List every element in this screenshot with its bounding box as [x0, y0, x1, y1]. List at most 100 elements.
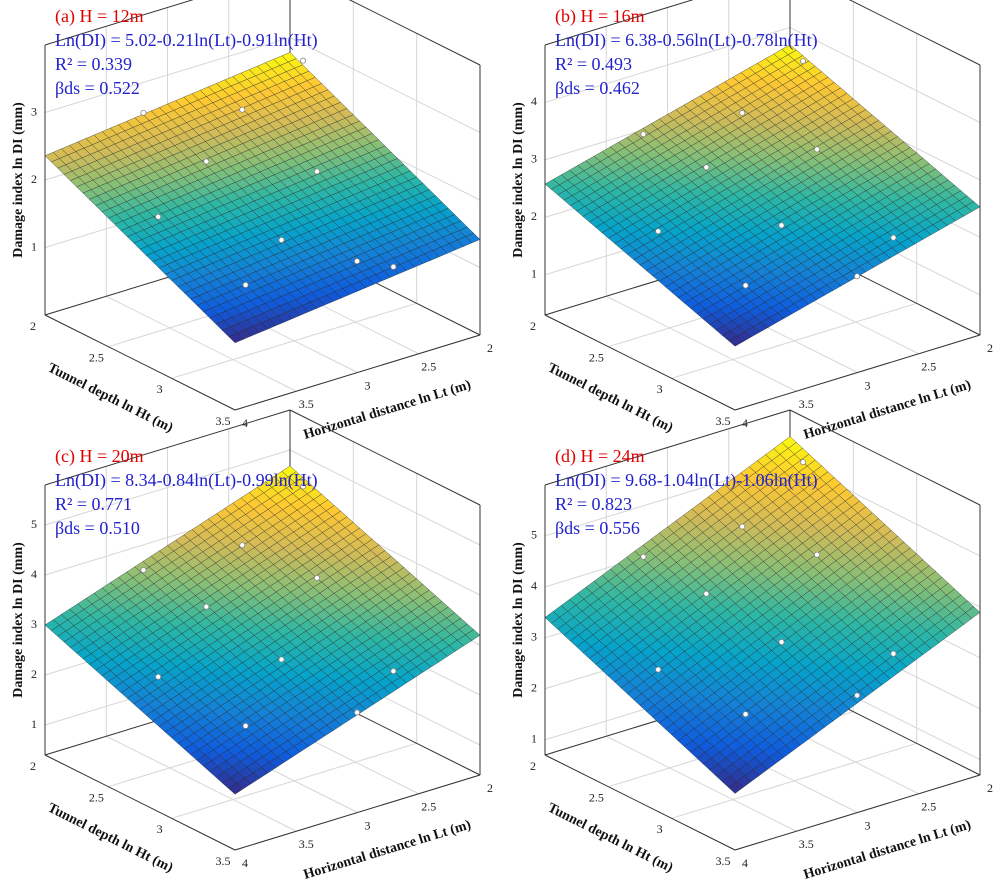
- x-axis-label: Horizontal distance ln Lt (m): [802, 377, 973, 442]
- data-point: [313, 168, 320, 175]
- data-point: [242, 722, 249, 729]
- z-tick-label: 1: [31, 717, 37, 731]
- axis-edge: [348, 0, 481, 66]
- z-tick-label: 2: [31, 667, 37, 681]
- data-point: [390, 668, 397, 675]
- y-tick-label: 2: [30, 319, 36, 333]
- x-axis-label: Horizontal distance ln Lt (m): [302, 817, 473, 882]
- data-point: [354, 709, 361, 716]
- panel: 2 2.5 3 3.5 4 2 2.5 3 3.5 1 2 3 4 Horizontal distance…: [511, 0, 993, 443]
- data-point: [278, 656, 285, 663]
- y-axis-label: Tunnel depth ln Ht (m): [45, 801, 175, 876]
- z-tick-label: 5: [531, 528, 537, 542]
- data-point: [813, 551, 820, 558]
- x-tick-label: 2: [487, 781, 493, 795]
- z-tick-label: 2: [531, 209, 537, 223]
- equation: Ln(DI) = 9.68-1.04ln(Lt)-1.06ln(Ht): [555, 470, 818, 491]
- data-point: [890, 650, 897, 657]
- x-axis-label: Horizontal distance ln Lt (m): [802, 817, 973, 882]
- z-tick-label: 1: [531, 267, 537, 281]
- y-tick-label: 2: [530, 319, 536, 333]
- grid-line: [289, 37, 481, 133]
- y-tick-label: 2.5: [89, 350, 104, 364]
- axis-edge: [544, 754, 736, 851]
- z-axis-label: Damage index ln DI (mm): [511, 102, 526, 258]
- beta-ds: βds = 0.462: [555, 78, 640, 98]
- data-point: [313, 574, 320, 581]
- data-point: [239, 106, 246, 113]
- z-axis-label: Damage index ln DI (mm): [511, 542, 526, 698]
- data-point: [140, 567, 147, 574]
- axis-edge: [289, 409, 481, 506]
- data-point: [813, 146, 820, 153]
- data-point: [655, 228, 662, 235]
- grid-line: [671, 302, 917, 379]
- y-tick-label: 3: [657, 822, 663, 836]
- data-point: [239, 542, 246, 549]
- y-tick-label: 2: [30, 759, 36, 773]
- x-tick-label: 2.5: [921, 360, 936, 374]
- panel-title: (b) H = 16m: [555, 6, 645, 27]
- data-point: [778, 639, 785, 646]
- panel: 2 2.5 3 3.5 4 2 2.5 3 3.5 1 2 3 4 5 Horizontal distanc…: [511, 409, 993, 882]
- x-tick-label: 4: [742, 856, 748, 870]
- x-tick-label: 3.5: [299, 837, 314, 851]
- z-tick-label: 3: [531, 152, 537, 166]
- y-tick-label: 3: [157, 822, 163, 836]
- data-point: [703, 590, 710, 597]
- z-tick-label: 1: [531, 731, 537, 745]
- panel-title: (a) H = 12m: [55, 6, 144, 27]
- axis-edge: [848, 0, 981, 66]
- y-tick-label: 2.5: [589, 350, 604, 364]
- panel-title: (d) H = 24m: [555, 446, 645, 467]
- data-point: [278, 236, 285, 243]
- data-point: [640, 131, 647, 138]
- beta-ds: βds = 0.510: [55, 518, 140, 538]
- x-tick-label: 4: [742, 416, 748, 430]
- y-tick-label: 3.5: [716, 854, 731, 868]
- z-tick-label: 2: [31, 172, 37, 186]
- y-tick-label: 3.5: [716, 414, 731, 428]
- y-tick-label: 3: [157, 382, 163, 396]
- axis-edge: [544, 0, 694, 46]
- y-tick-label: 3.5: [216, 414, 231, 428]
- data-point: [854, 692, 861, 699]
- equation: Ln(DI) = 6.38-0.56ln(Lt)-0.78ln(Ht): [555, 30, 818, 51]
- y-tick-label: 2.5: [89, 790, 104, 804]
- grid-line: [106, 295, 297, 392]
- data-point: [742, 282, 749, 289]
- data-point: [354, 258, 361, 265]
- grid-line: [171, 302, 417, 379]
- surface-patch: [228, 332, 244, 344]
- equation: Ln(DI) = 8.34-0.84ln(Lt)-0.99ln(Ht): [55, 470, 318, 491]
- x-tick-label: 2.5: [921, 800, 936, 814]
- x-tick-label: 3.5: [799, 397, 814, 411]
- data-point: [800, 459, 807, 466]
- x-tick-label: 3: [365, 818, 371, 832]
- grid-line: [789, 26, 981, 123]
- data-point: [739, 523, 746, 530]
- y-tick-label: 3: [657, 382, 663, 396]
- x-tick-label: 4: [242, 856, 248, 870]
- r-squared: R² = 0.339: [55, 54, 132, 74]
- z-tick-label: 4: [531, 579, 537, 593]
- data-point: [640, 553, 647, 560]
- data-point: [739, 109, 746, 116]
- z-tick-label: 2: [531, 681, 537, 695]
- x-tick-label: 3: [865, 378, 871, 392]
- x-tick-label: 3: [365, 378, 371, 392]
- z-axis-label: Damage index ln DI (mm): [11, 102, 26, 258]
- z-tick-label: 3: [31, 104, 37, 118]
- axis-edge: [234, 334, 481, 411]
- z-tick-label: 3: [531, 630, 537, 644]
- y-axis-label: Tunnel depth ln Ht (m): [545, 361, 675, 436]
- axis-edge: [734, 334, 981, 411]
- data-point: [778, 222, 785, 229]
- y-tick-label: 3.5: [216, 854, 231, 868]
- x-tick-label: 2: [987, 341, 993, 355]
- data-point: [655, 666, 662, 673]
- x-tick-label: 3.5: [799, 837, 814, 851]
- beta-ds: βds = 0.522: [55, 78, 140, 98]
- surface: [44, 465, 481, 795]
- z-tick-label: 3: [31, 617, 37, 631]
